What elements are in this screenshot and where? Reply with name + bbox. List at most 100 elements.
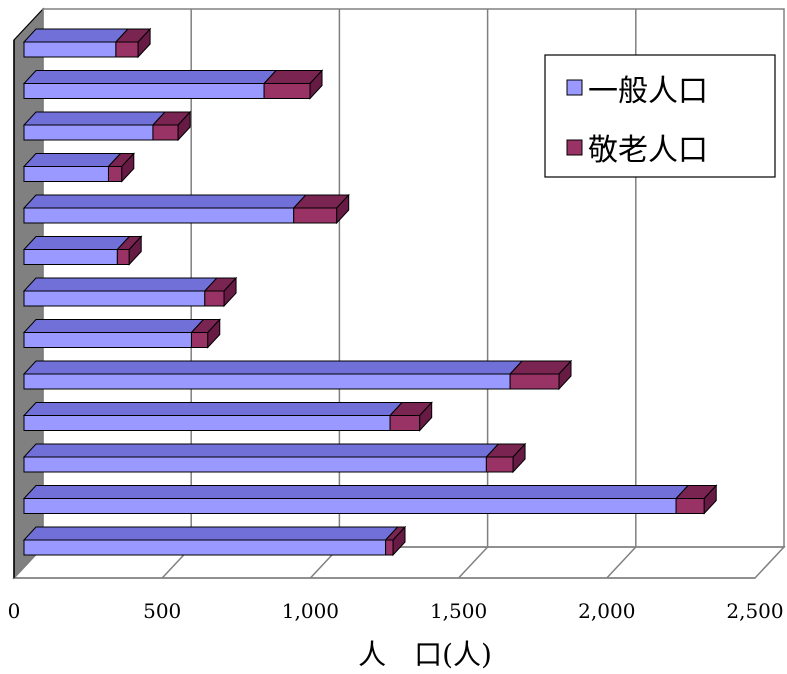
bar-front-face — [23, 415, 391, 431]
bars — [22, 27, 718, 557]
bar-front-face — [115, 41, 139, 58]
bar-side-face — [512, 442, 526, 474]
bar-front-face — [23, 498, 677, 514]
bar-front-face — [23, 539, 387, 556]
bar-front-face — [116, 249, 130, 265]
bar-segment-elderly — [674, 484, 718, 515]
bar-side-face — [121, 152, 135, 183]
bar-segment-general — [22, 319, 205, 348]
bar-segment-general — [22, 70, 278, 99]
bar-segment-elderly — [116, 235, 143, 266]
bar-front-face — [107, 166, 123, 182]
bar-top-face — [22, 111, 167, 126]
bar-top-face — [22, 70, 278, 84]
bar-segment-elderly — [151, 110, 192, 142]
bar-segment-elderly — [190, 318, 221, 349]
bar-side-face — [207, 318, 221, 349]
bar-segment-general — [22, 153, 122, 182]
bar-segment-elderly — [485, 442, 527, 474]
x-axis-ticks: 0 500 1,000 1,500 2,000 2,500 — [8, 599, 784, 623]
bar-segment-general — [22, 28, 130, 58]
bar-front-face — [23, 456, 487, 473]
x-tick-label: 1,000 — [282, 599, 339, 623]
bar-segment-elderly — [262, 69, 324, 100]
bar-side-face — [419, 401, 433, 432]
legend-swatch-elderly — [566, 139, 583, 156]
bar-row — [22, 359, 573, 391]
bar-side-face — [703, 484, 717, 515]
bar-top-face — [22, 319, 205, 333]
bar-front-face — [190, 332, 209, 348]
bar-row — [22, 193, 350, 225]
bar-side-face — [128, 235, 142, 266]
bar-segment-general — [22, 194, 307, 224]
bar-segment-general — [22, 277, 218, 307]
bar-front-face — [23, 41, 117, 58]
bar-row — [22, 152, 135, 183]
bar-front-face — [23, 249, 118, 265]
bar-top-face — [22, 153, 122, 167]
bar-segment-elderly — [384, 525, 407, 557]
bar-front-face — [509, 373, 560, 390]
bar-segment-general — [22, 111, 167, 141]
bar-top-face — [22, 402, 404, 416]
x-tick-label: 2,500 — [726, 599, 783, 623]
bar-front-face — [23, 332, 192, 348]
bar-segment-elderly — [388, 401, 433, 432]
bar-row — [22, 318, 221, 349]
bar-top-face — [22, 277, 218, 292]
bar-front-face — [675, 498, 705, 514]
bar-front-face — [263, 83, 311, 99]
x-tick-label: 1,500 — [430, 599, 487, 623]
bar-top-face — [22, 194, 307, 209]
bar-segment-general — [22, 485, 690, 514]
bar-side-face — [223, 276, 237, 308]
x-tick-label: 0 — [8, 599, 21, 623]
bar-top-face — [22, 28, 130, 43]
bar-side-face — [137, 27, 151, 59]
bar-front-face — [23, 124, 154, 141]
bar-segment-elderly — [114, 27, 152, 59]
legend-label-general: 一般人口 — [588, 74, 708, 109]
x-tick-label: 2,000 — [578, 599, 635, 623]
bar-front-face — [293, 207, 338, 224]
legend-label-elderly: 敬老人口 — [588, 133, 708, 168]
bar-segment-general — [22, 443, 500, 473]
bar-segment-elderly — [508, 359, 573, 391]
bar-segment-general — [22, 526, 399, 556]
gridline-floor — [606, 546, 637, 579]
x-axis-title: 人 口(人) — [358, 638, 492, 671]
bar-row — [22, 401, 433, 432]
gridline-floor — [458, 546, 489, 579]
bar-front-face — [385, 539, 394, 556]
bar-row — [22, 69, 324, 100]
bar-top-face — [22, 360, 524, 375]
bar-front-face — [23, 166, 109, 182]
bar-side-face — [336, 193, 350, 225]
bar-front-face — [485, 456, 514, 473]
bar-side-face — [392, 525, 406, 557]
x-tick-label: 500 — [143, 599, 181, 623]
bar-side-face — [558, 359, 572, 391]
bar-top-face — [22, 236, 131, 250]
bar-row — [22, 442, 527, 474]
bar-front-face — [23, 83, 265, 99]
legend-box — [544, 54, 776, 178]
bar-segment-general — [22, 236, 131, 265]
bar-front-face — [23, 290, 206, 307]
bar-top-face — [22, 526, 399, 541]
bar-front-face — [389, 415, 421, 431]
bar-front-face — [23, 207, 295, 224]
bar-row — [22, 235, 143, 266]
legend: 一般人口 敬老人口 — [544, 54, 776, 178]
bar-top-face — [22, 485, 690, 499]
bar-front-face — [204, 290, 225, 307]
bar-segment-elderly — [292, 193, 350, 225]
bar-side-face — [309, 69, 323, 100]
bar-segment-elderly — [107, 152, 135, 183]
bar-top-face — [22, 443, 500, 458]
bar-segment-general — [22, 360, 524, 390]
bar-segment-general — [22, 402, 404, 431]
bar-row — [22, 484, 718, 515]
